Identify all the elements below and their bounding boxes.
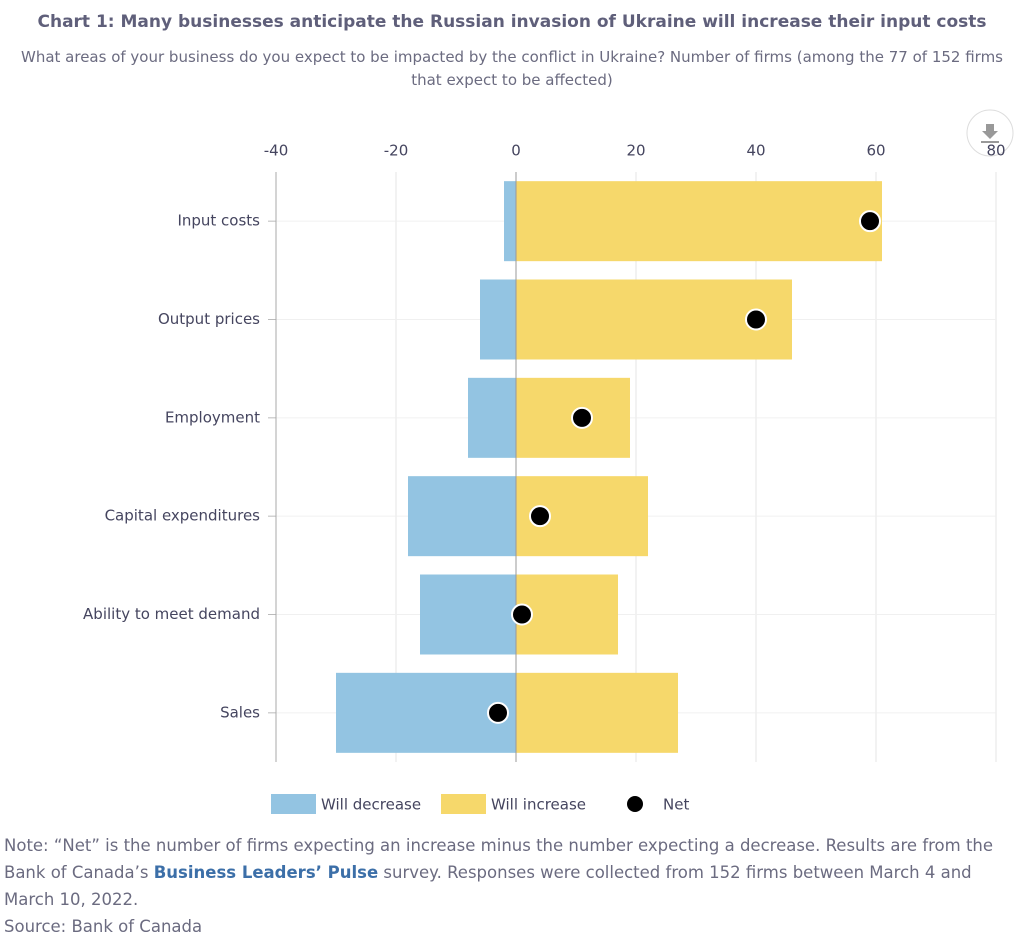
- download-button[interactable]: [966, 109, 1014, 157]
- y-tick-label: Ability to meet demand: [83, 605, 260, 623]
- chart-subtitle: What areas of your business do you expec…: [20, 48, 1003, 89]
- bar: [336, 672, 516, 753]
- legend-swatch: [627, 796, 643, 812]
- net-dot: [571, 406, 593, 429]
- chart-title: Chart 1: Many businesses anticipate the …: [37, 12, 987, 32]
- bar: [468, 377, 516, 458]
- net-dot: [487, 701, 509, 724]
- chart: -40 -20 0 20 40 60 80 Input costs Output prices E…: [83, 109, 1014, 814]
- x-tick-label: 60: [866, 142, 885, 160]
- legend-swatch: [271, 794, 316, 814]
- note-text: Note: “Net” is the number of firms expec…: [4, 836, 994, 882]
- x-tick-label: 0: [511, 142, 521, 160]
- x-tick-label: 40: [746, 142, 765, 160]
- x-tick-label: -40: [264, 142, 289, 160]
- legend-label: Will decrease: [321, 796, 421, 814]
- bar: [420, 574, 516, 655]
- bar: [516, 672, 678, 753]
- y-tick-label: Output prices: [158, 310, 260, 328]
- net-dot: [511, 603, 533, 626]
- y-tick-label: Sales: [220, 703, 260, 721]
- bar: [408, 476, 516, 557]
- bar: [480, 279, 516, 360]
- y-tick-label: Capital expenditures: [105, 507, 261, 525]
- legend-label: Will increase: [491, 796, 586, 814]
- note-text: survey. Responses were collected from 15…: [4, 863, 972, 909]
- source: Source: Bank of Canada: [4, 917, 203, 936]
- note-link[interactable]: Business Leaders’ Pulse: [153, 863, 379, 882]
- legend-label: Net: [663, 796, 689, 814]
- net-dot: [859, 210, 881, 233]
- legend-swatch: [441, 794, 486, 814]
- bar: [504, 181, 516, 262]
- y-tick-label: Input costs: [177, 212, 260, 230]
- net-dot: [529, 505, 551, 528]
- x-tick-label: 80: [986, 142, 1005, 160]
- bar: [516, 181, 882, 262]
- note: Note: “Net” is the number of firms expec…: [4, 832, 1014, 940]
- x-tick-label: 20: [626, 142, 645, 160]
- x-tick-label: -20: [384, 142, 409, 160]
- net-dot: [745, 308, 767, 331]
- y-tick-label: Employment: [165, 408, 260, 426]
